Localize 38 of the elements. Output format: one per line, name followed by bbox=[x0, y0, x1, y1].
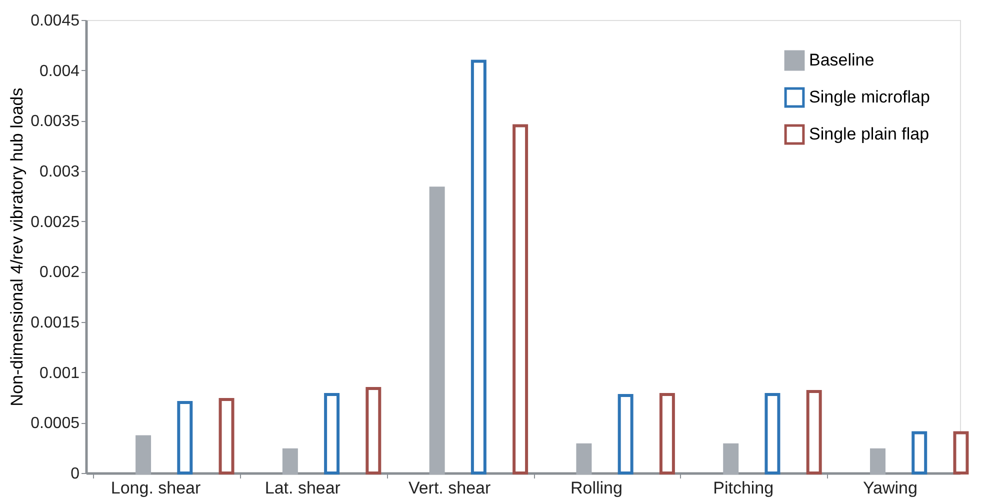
bar bbox=[953, 431, 969, 474]
x-tick-label: Pitching bbox=[713, 478, 774, 498]
bar bbox=[659, 392, 675, 474]
y-tick-label: 0.001 bbox=[39, 364, 80, 382]
legend-label: Single microflap bbox=[809, 88, 930, 106]
legend-label: Baseline bbox=[809, 50, 874, 70]
bar bbox=[576, 443, 592, 474]
y-tick-label: 0.0005 bbox=[30, 415, 80, 432]
y-tick-label: 0.003 bbox=[39, 164, 80, 180]
y-tick-label: 0.0025 bbox=[30, 214, 80, 231]
bar bbox=[764, 392, 780, 474]
x-tick-label: Long. shear bbox=[110, 478, 202, 498]
bar bbox=[429, 186, 445, 474]
bar bbox=[912, 431, 928, 474]
y-tick-label: 0 bbox=[70, 466, 80, 482]
x-tick-label: Rolling bbox=[570, 478, 622, 498]
x-tick-label: Lat. shear bbox=[264, 478, 341, 498]
bar bbox=[177, 401, 193, 474]
y-tick-label: 0.0015 bbox=[30, 314, 80, 332]
bar bbox=[870, 448, 886, 474]
bar bbox=[136, 435, 152, 474]
y-axis-title: Non-dimensional 4/rev vibratory hub loads bbox=[8, 88, 27, 406]
y-tick-label: 0.0035 bbox=[30, 113, 80, 130]
bar bbox=[723, 443, 739, 474]
bar bbox=[512, 124, 528, 474]
bar bbox=[324, 392, 340, 474]
legend-label: Single plain flap bbox=[809, 124, 930, 144]
bar bbox=[470, 60, 486, 474]
y-tick-label: 0.002 bbox=[39, 264, 80, 282]
y-tick-label: 0.004 bbox=[39, 62, 80, 80]
bar bbox=[282, 448, 298, 474]
bar bbox=[806, 390, 822, 474]
bar bbox=[218, 398, 234, 474]
y-tick-label: 0.0045 bbox=[30, 12, 80, 30]
bar bbox=[366, 386, 382, 474]
x-tick-label: Yawing bbox=[862, 478, 918, 498]
bar bbox=[618, 394, 634, 474]
x-tick-label: Vert. shear bbox=[408, 478, 491, 498]
